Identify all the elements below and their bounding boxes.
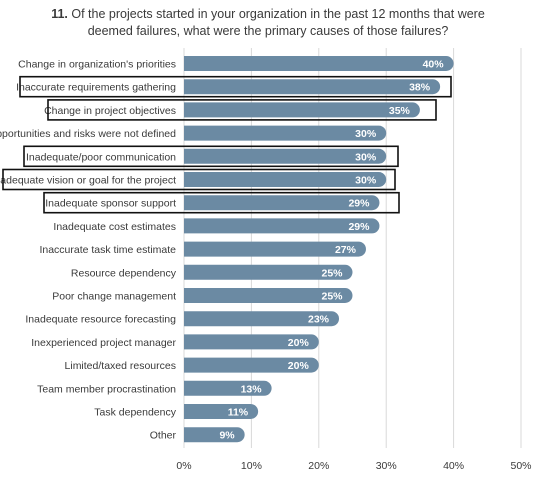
bar [184, 218, 380, 234]
bar [184, 288, 353, 303]
bar [184, 56, 454, 71]
x-tick-label: 0% [176, 460, 191, 472]
value-label: 27% [335, 244, 357, 256]
value-label: 20% [288, 360, 310, 372]
category-label: Poor change management [52, 291, 176, 303]
x-tick-label: 50% [510, 460, 531, 472]
bar [184, 334, 319, 350]
bar [184, 79, 441, 95]
category-label: Inadequate vision or goal for the projec… [0, 175, 176, 187]
highlight-box [19, 75, 452, 98]
value-label: 25% [321, 267, 343, 279]
bar [184, 264, 353, 280]
question-line-2: deemed failures, what were the primary c… [87, 24, 449, 38]
value-label: 20% [288, 337, 310, 349]
value-label: 30% [355, 151, 377, 163]
bar [184, 311, 340, 327]
bar [184, 380, 272, 396]
bar [184, 195, 380, 211]
x-tick-label: 40% [443, 460, 464, 472]
category-label: Resource dependency [71, 267, 177, 279]
category-label: Change in organization's priorities [18, 59, 176, 71]
value-label: 29% [348, 221, 370, 233]
value-label: 9% [219, 430, 235, 442]
value-label: 35% [389, 105, 411, 117]
value-label: 30% [355, 128, 377, 140]
x-tick-label: 10% [241, 460, 262, 472]
highlight-box [47, 99, 437, 121]
highlight-box [43, 191, 400, 214]
question-title: 11. Of the projects started in your orga… [0, 6, 536, 40]
value-label: 29% [348, 198, 370, 210]
question-number: 11. [51, 7, 68, 21]
question-line-1: Of the projects started in your organiza… [71, 7, 485, 21]
category-label: Other [150, 430, 177, 442]
bar [184, 241, 366, 257]
highlight-box [23, 145, 399, 168]
value-label: 40% [423, 59, 445, 71]
value-label: 13% [241, 383, 263, 395]
bar [184, 125, 387, 141]
bar [184, 357, 319, 373]
category-label: Inadequate cost estimates [53, 221, 176, 233]
category-label: Inadequate sponsor support [45, 198, 176, 210]
category-label: Inadequate/poor communication [26, 151, 176, 163]
bar [184, 172, 387, 187]
bar [184, 148, 387, 164]
category-label: Limited/taxed resources [65, 360, 176, 372]
category-label: Team member procrastination [37, 383, 176, 395]
category-label: Inaccurate task time estimate [39, 244, 176, 256]
category-label: Opportunities and risks were not defined [0, 128, 176, 140]
value-label: 38% [409, 82, 431, 94]
value-label: 23% [308, 314, 330, 326]
bar [184, 427, 245, 443]
category-label: Change in project objectives [44, 105, 176, 117]
bar [184, 102, 420, 118]
category-label: Task dependency [94, 407, 176, 419]
highlight-box [2, 168, 396, 191]
category-label: Inaccurate requirements gathering [16, 82, 176, 94]
value-label: 11% [228, 407, 249, 419]
value-label: 30% [355, 175, 377, 187]
x-tick-label: 30% [376, 460, 397, 472]
value-label: 25% [321, 291, 343, 303]
category-label: Inexperienced project manager [31, 337, 176, 349]
bar [184, 404, 259, 419]
category-label: Inadequate resource forecasting [25, 314, 176, 326]
x-tick-label: 20% [308, 460, 329, 472]
